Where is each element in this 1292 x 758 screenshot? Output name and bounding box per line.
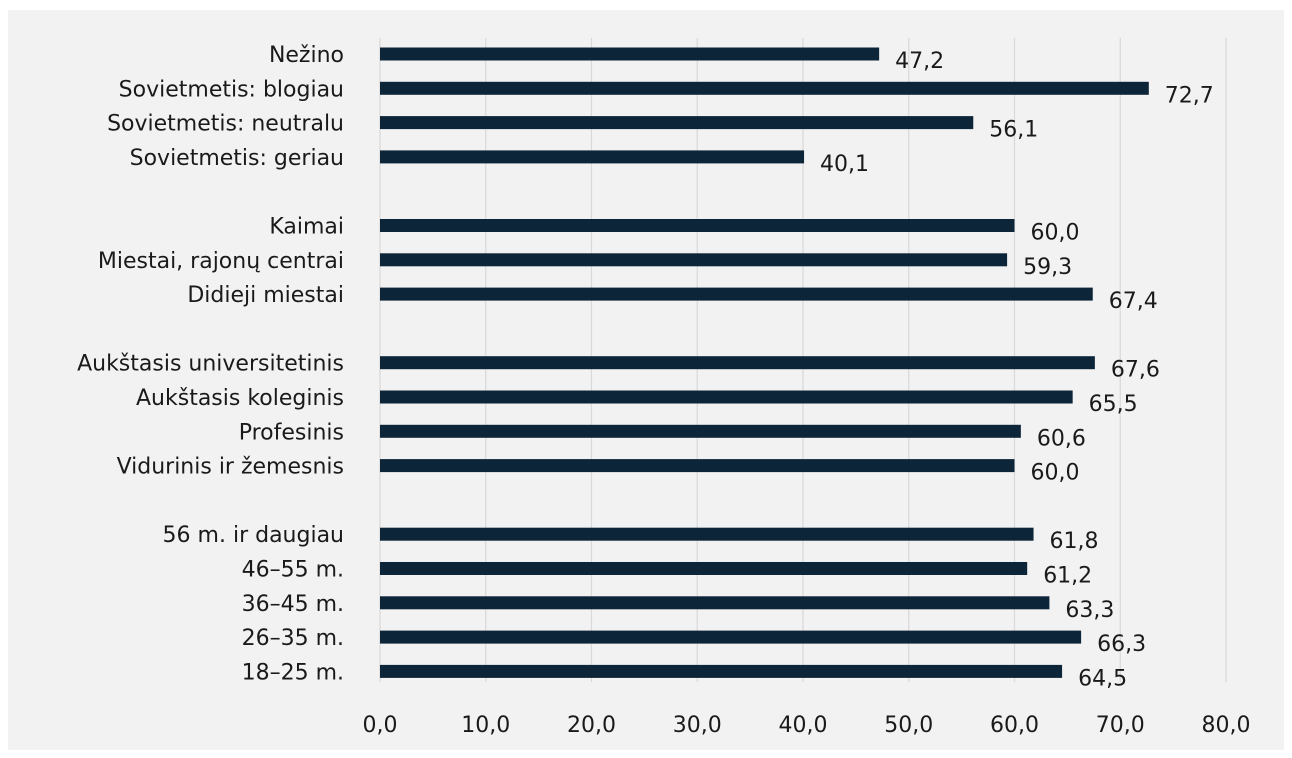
value-label: 60,0 (1031, 221, 1080, 246)
bar (380, 630, 1082, 644)
value-label: 64,5 (1078, 666, 1127, 691)
value-label: 56,1 (989, 118, 1038, 143)
category-label: 26–35 m. (242, 626, 344, 651)
value-label: 66,3 (1097, 632, 1146, 657)
x-tick-label: 0,0 (363, 713, 398, 738)
bar (380, 81, 1149, 95)
category-label: Kaimai (269, 215, 344, 240)
category-label: Aukštasis koleginis (136, 386, 344, 411)
category-label: Nežino (269, 43, 344, 68)
value-label: 60,0 (1031, 461, 1080, 486)
bar (380, 596, 1050, 610)
bar (380, 287, 1093, 301)
value-label: 67,6 (1111, 358, 1160, 383)
chart-area: Nežino Sovietmetis: blogiau Sovietmetis: n… (8, 10, 1284, 750)
category-label: 36–45 m. (242, 592, 344, 617)
value-label: 61,2 (1043, 564, 1092, 589)
value-labels: 47,2 72,7 56,1 40,1 60,0 59,3 67,4 67,6 65,560,6… (820, 49, 1214, 691)
category-label: Sovietmetis: geriau (130, 146, 344, 171)
x-tick-label: 80,0 (1202, 713, 1251, 738)
category-label: Sovietmetis: blogiau (119, 77, 344, 102)
category-label: Aukštasis universitetinis (77, 352, 344, 377)
x-tick-label: 20,0 (567, 713, 616, 738)
category-label: 46–55 m. (242, 558, 344, 583)
bar (380, 116, 974, 130)
value-label: 72,7 (1165, 83, 1214, 108)
category-label: 56 m. ir daugiau (163, 523, 344, 548)
bar (380, 424, 1021, 438)
category-label: 18–25 m. (242, 660, 344, 685)
value-label: 40,1 (820, 152, 869, 177)
value-label: 60,6 (1037, 426, 1086, 451)
bars (380, 47, 1149, 678)
x-tick-label: 10,0 (461, 713, 510, 738)
x-tick-label: 40,0 (779, 713, 828, 738)
bar (380, 356, 1095, 370)
bar (380, 47, 880, 61)
bar (380, 150, 805, 164)
category-labels: Nežino Sovietmetis: blogiau Sovietmetis: n… (77, 43, 344, 685)
x-axis-ticks: 0,0 10,0 20,0 30,0 40,0 50,0 60,0 70,0 80,0 (363, 713, 1251, 738)
x-tick-label: 30,0 (673, 713, 722, 738)
x-tick-label: 70,0 (1096, 713, 1145, 738)
category-label: Miestai, rajonų centrai (98, 249, 344, 274)
value-label: 63,3 (1065, 598, 1114, 623)
bar (380, 219, 1015, 232)
value-label: 47,2 (895, 49, 944, 74)
category-label: Didieji miestai (187, 283, 344, 308)
bar (380, 562, 1028, 575)
value-label: 59,3 (1023, 255, 1072, 280)
category-label: Vidurinis ir žemesnis (117, 455, 344, 480)
bar (380, 527, 1034, 541)
x-tick-label: 50,0 (884, 713, 933, 738)
x-tick-label: 60,0 (990, 713, 1039, 738)
category-label: Profesinis (239, 420, 344, 445)
bar (380, 390, 1073, 404)
bar (380, 664, 1063, 678)
value-label: 61,8 (1050, 529, 1099, 554)
value-label: 65,5 (1089, 392, 1138, 417)
bar (380, 459, 1015, 473)
value-label: 67,4 (1109, 289, 1158, 314)
category-label: Sovietmetis: neutralu (107, 112, 344, 137)
bar (380, 253, 1008, 267)
bar-chart: Nežino Sovietmetis: blogiau Sovietmetis: n… (77, 38, 1251, 738)
